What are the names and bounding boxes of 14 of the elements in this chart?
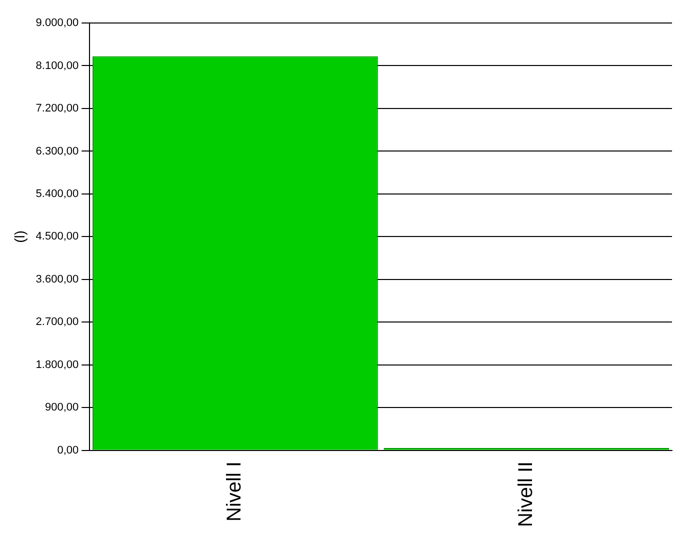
y-tick-label: 900,00 (44, 402, 79, 414)
y-tick-label: 7.200,00 (36, 102, 79, 115)
y-tick-label: 6.300,00 (36, 145, 79, 158)
y-axis-title: (l) (11, 230, 28, 243)
y-tick-label: 4.500,00 (36, 230, 79, 243)
y-tick-label: 8.100,00 (36, 60, 79, 72)
y-tick-label: 9.000,00 (36, 17, 79, 30)
x-tick-label: Nivell II (514, 461, 537, 528)
y-tick-label: 3.600,00 (36, 273, 79, 286)
y-tick-label: 5.400,00 (36, 188, 79, 200)
y-tick-label: 1.800,00 (36, 358, 79, 371)
y-tick-label: 0,00 (57, 444, 79, 456)
x-tick-label: Nivell I (224, 461, 246, 522)
y-tick-label: 2.700,00 (36, 316, 79, 328)
